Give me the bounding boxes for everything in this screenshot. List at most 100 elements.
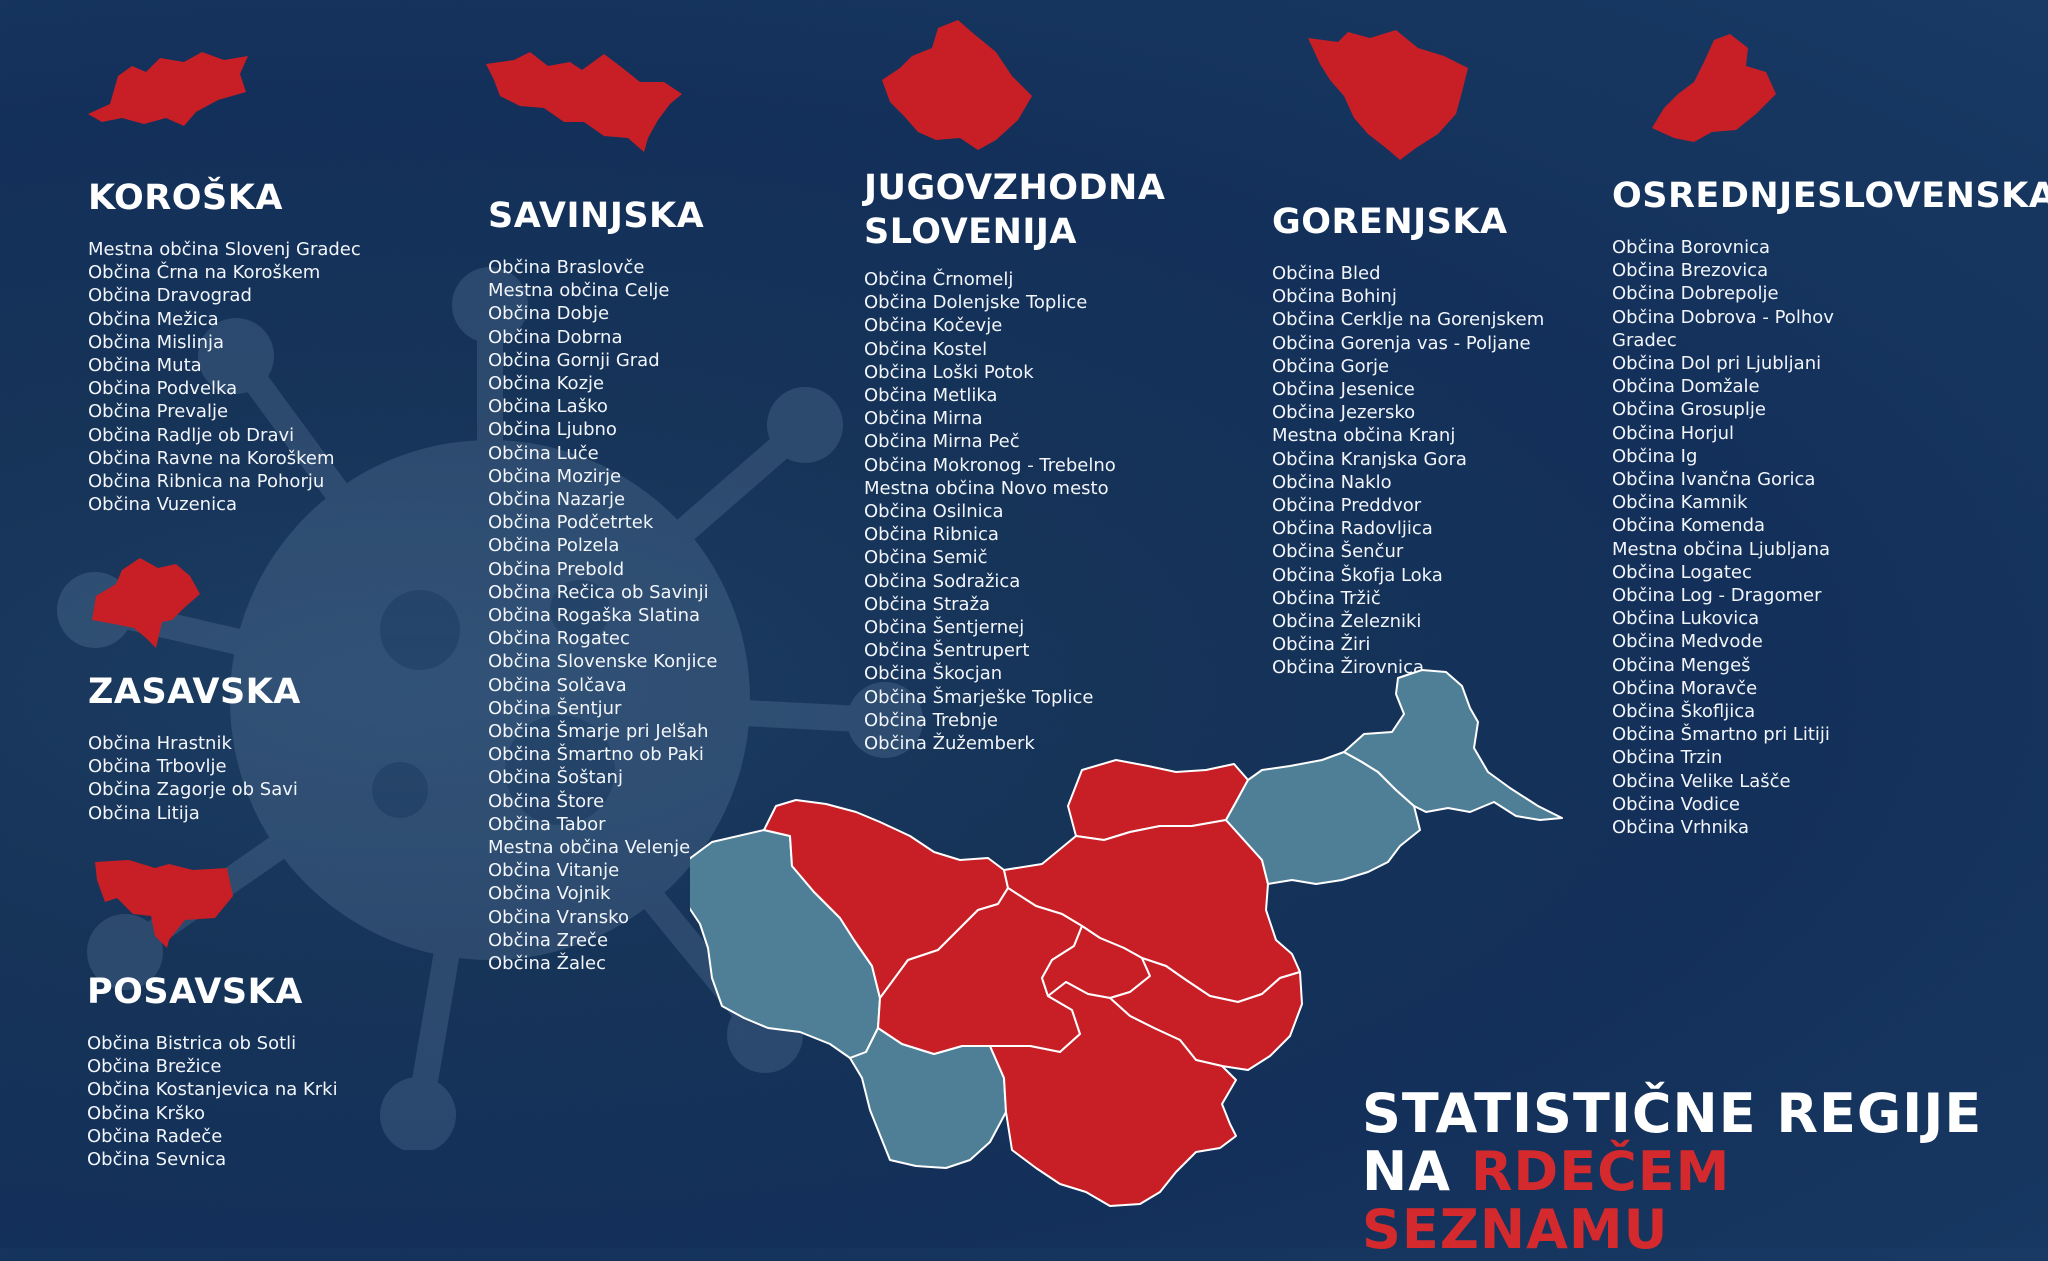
map-region-jugovzhodna [989, 981, 1237, 1207]
virus-background-illustration [57, 267, 923, 1150]
municipality-item: Občina Gorje [1272, 355, 1390, 377]
municipality-item: Občina Šmarješke Toplice [864, 686, 1094, 708]
municipality-item: Občina Grosuplje [1612, 399, 1766, 421]
region-block-gorenjska: GORENJSKA Občina Bled Občina Bohinj Občina… [1272, 30, 1544, 680]
municipality-item: Občina Kostanjevica na Krki [87, 1079, 338, 1101]
municipality-item: Občina Škocjan [864, 663, 1003, 685]
municipality-item: Občina Litija [88, 802, 200, 824]
municipality-item: Občina Dobrova - Polhov [1612, 306, 1834, 328]
municipality-item: Občina Šmartno pri Litiji [1612, 724, 1830, 746]
municipality-item: Občina Ig [1612, 445, 1698, 467]
municipality-item: Občina Bistrica ob Sotli [87, 1033, 297, 1054]
municipality-item: Občina Logatec [1612, 561, 1752, 583]
municipality-item: Občina Solčava [488, 674, 627, 696]
municipality-item: Občina Bohinj [1272, 286, 1397, 308]
municipality-item: Gradec [1612, 329, 1677, 351]
municipality-item: Občina Ribnica na Pohorju [88, 471, 325, 493]
municipality-item: Občina Radeče [87, 1125, 223, 1147]
municipality-item: Občina Sevnica [87, 1149, 227, 1171]
municipality-item: Občina Sodražica [864, 570, 1021, 592]
municipality-item: Občina Straža [864, 593, 991, 615]
municipality-item: Občina Laško [488, 396, 608, 418]
municipality-item: Občina Dolenjske Toplice [864, 292, 1088, 314]
municipality-item: Občina Trbovlje [88, 756, 227, 778]
municipality-list: Občina Borovnica Občina Brezovica Občina D… [1612, 236, 2048, 839]
municipality-item: Občina Zreče [488, 929, 609, 951]
municipality-item: Občina Žiri [1272, 634, 1371, 656]
municipality-item: Občina Štore [488, 790, 605, 812]
municipality-list: Občina Bistrica ob Sotli Občina Brežice Ob… [87, 1032, 338, 1171]
municipality-item: Občina Komenda [1612, 515, 1766, 537]
municipality-item: Občina Vuzenica [88, 494, 238, 516]
zasavska-region-shape [92, 558, 200, 648]
municipality-item: Občina Moravče [1612, 677, 1758, 699]
municipality-list: Občina Hrastnik Občina Trbovlje Občina Zag… [88, 732, 301, 825]
municipality-item: Občina Horjul [1612, 422, 1735, 444]
municipality-item: Občina Mengeš [1612, 654, 1751, 676]
municipality-item: Občina Tabor [488, 813, 606, 835]
municipality-item: Občina Kostel [864, 338, 988, 360]
municipality-item: Občina Luče [488, 442, 599, 464]
municipality-item: Občina Borovnica [1612, 237, 1771, 258]
municipality-item: Občina Trebnje [864, 709, 998, 731]
municipality-item: Občina Šentjur [488, 697, 622, 719]
municipality-item: Občina Log - Dragomer [1612, 585, 1822, 607]
region-block-zasavska: ZASAVSKA Občina Hrastnik Občina Trbovlje O… [88, 558, 301, 825]
municipality-item: Mestna občina Novo mesto [864, 477, 1109, 499]
municipality-item: Občina Železniki [1272, 611, 1422, 633]
koroska-region-shape [88, 52, 248, 126]
headline-line2: NA RDEČEM SEZNAMU [1362, 1143, 2048, 1259]
municipality-item: Občina Osilnica [864, 501, 1004, 523]
region-title: SAVINJSKA [488, 196, 705, 236]
municipality-item: Občina Vitanje [488, 860, 620, 882]
municipality-item: Občina Hrastnik [88, 733, 232, 754]
municipality-item: Občina Rogatec [488, 628, 630, 650]
municipality-item: Občina Šentrupert [864, 640, 1030, 662]
municipality-item: Občina Šmartno ob Paki [488, 744, 704, 766]
municipality-item: Občina Žalec [488, 953, 606, 975]
municipality-item: Občina Žužemberk [864, 733, 1035, 755]
region-title: KOROŠKA [88, 178, 283, 218]
municipality-item: Občina Cerklje na Gorenjskem [1272, 309, 1545, 331]
municipality-item: Občina Gorenja vas - Poljane [1272, 332, 1531, 354]
municipality-item: Občina Prebold [488, 558, 625, 580]
region-title: OSREDNJESLOVENSKA [1612, 176, 2048, 216]
municipality-item: Občina Metlika [864, 385, 998, 407]
municipality-item: Občina Šmarje pri Jelšah [488, 721, 709, 743]
region-title: JUGOVZHODNA SLOVENIJA [864, 168, 1166, 252]
headline-line1: STATISTIČNE REGIJE [1362, 1082, 1983, 1145]
municipality-item: Občina Kranjska Gora [1272, 448, 1467, 470]
municipality-item: Občina Jesenice [1272, 379, 1415, 401]
municipality-item: Občina Domžale [1612, 376, 1760, 398]
municipality-item: Občina Rogaška Slatina [488, 605, 701, 627]
posavska-region-shape [95, 860, 233, 948]
jugovzhodna-slovenija-region-shape [882, 20, 1032, 150]
municipality-item: Občina Mirna Peč [864, 431, 1020, 453]
municipality-item: Občina Vodice [1612, 793, 1740, 815]
municipality-item: Občina Črna na Koroškem [88, 262, 321, 284]
region-title: GORENJSKA [1272, 202, 1508, 242]
municipality-item: Občina Rečica ob Savinji [488, 581, 709, 603]
municipality-item: Občina Dobrepolje [1612, 283, 1779, 305]
municipality-item: Občina Šenčur [1272, 541, 1404, 563]
municipality-item: Občina Krško [87, 1102, 206, 1124]
municipality-item: Občina Mežica [88, 308, 219, 330]
municipality-item: Občina Dravograd [88, 285, 252, 307]
municipality-item: Občina Velike Lašče [1612, 770, 1791, 792]
municipality-list: Občina Bled Občina Bohinj Občina Cerklje n… [1272, 262, 1544, 680]
municipality-item: Občina Podčetrtek [488, 512, 654, 534]
municipality-item: Mestna občina Ljubljana [1612, 538, 1831, 560]
municipality-item: Občina Žirovnica [1272, 657, 1424, 679]
region-block-koroska: KOROŠKA Mestna občina Slovenj Gradec Obči… [88, 52, 361, 516]
municipality-item: Občina Zagorje ob Savi [88, 779, 298, 801]
municipality-item: Občina Ribnica [864, 524, 999, 546]
municipality-item: Občina Ivančna Gorica [1612, 469, 1816, 491]
municipality-item: Občina Prevalje [88, 401, 229, 423]
municipality-item: Občina Kozje [488, 373, 605, 395]
municipality-item: Občina Podvelka [88, 378, 238, 400]
municipality-item: Občina Brežice [87, 1056, 222, 1078]
municipality-item: Občina Braslovče [488, 257, 645, 278]
municipality-item: Občina Loški Potok [864, 361, 1034, 383]
municipality-item: Občina Ravne na Koroškem [88, 447, 335, 469]
municipality-item: Občina Brezovica [1612, 260, 1769, 282]
